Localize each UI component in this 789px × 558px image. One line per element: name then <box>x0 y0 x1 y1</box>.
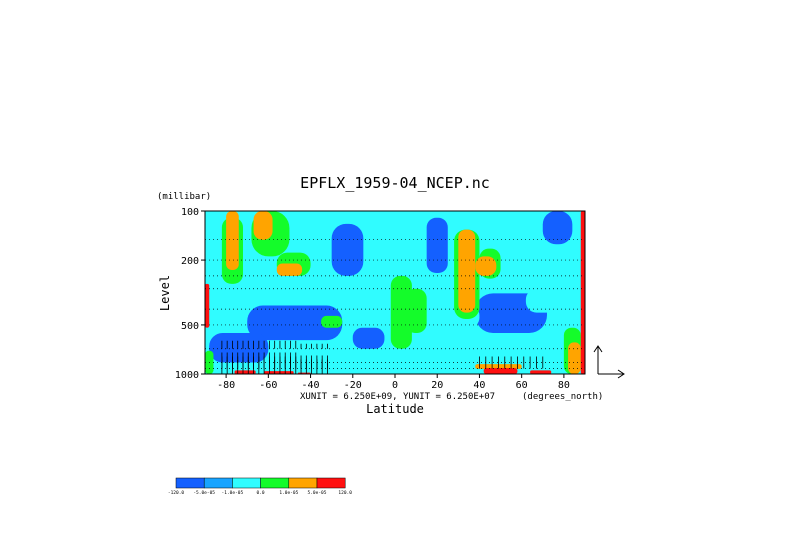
x-tick-label: 40 <box>473 380 485 391</box>
contour-region-4 <box>331 223 364 276</box>
contour-region-25 <box>475 256 497 276</box>
contour-region-32 <box>483 368 518 374</box>
contour-region-33 <box>530 370 552 374</box>
contour-region-24 <box>458 229 476 313</box>
x-tick-label: 80 <box>558 380 570 391</box>
colorbar-swatch <box>260 477 290 489</box>
contour-region-0 <box>247 305 343 341</box>
contour-region-5 <box>426 217 448 273</box>
plot-area <box>205 211 585 374</box>
contour-region-16 <box>405 288 427 333</box>
x-tick-label: -40 <box>302 380 320 391</box>
x-tick-label: 60 <box>516 380 528 391</box>
contour-region-30 <box>264 371 294 374</box>
contour-region-11 <box>525 288 564 313</box>
colorbar-swatch <box>316 477 346 489</box>
y-tick-label: 1000 <box>175 370 199 381</box>
contour-region-23 <box>276 263 303 276</box>
reference-vector <box>593 345 625 379</box>
y-units-label: (millibar) <box>157 192 211 202</box>
contour-region-34 <box>580 211 585 374</box>
x-units-label: (degrees_north) <box>522 392 603 402</box>
reference-arrow-right-head <box>617 369 625 379</box>
x-axis-label: Latitude <box>366 402 424 416</box>
colorbar-label: -120.0 <box>168 490 185 496</box>
x-tick-label: 20 <box>431 380 443 391</box>
colorbar-label: 1.0e-05 <box>279 490 298 496</box>
level-gridlines <box>205 211 585 374</box>
contour-region-26 <box>568 342 581 374</box>
reference-arrow-up-head <box>593 345 603 353</box>
colorbar-label: -5.0e-05 <box>193 490 215 496</box>
contour-region-29 <box>234 370 256 374</box>
y-tick-label: 100 <box>181 207 199 218</box>
x-axis-ticks: -80 -60 -40 -20 0 20 40 60 80 <box>217 374 570 391</box>
contour-region-17 <box>321 315 343 328</box>
y-axis-label: Level <box>158 275 172 311</box>
x-tick-label: -80 <box>217 380 235 391</box>
colorbar-label: 5.0e-05 <box>308 490 327 496</box>
colorbar-swatch <box>288 477 318 489</box>
y-tick-label: 500 <box>181 321 199 332</box>
x-tick-label: -20 <box>344 380 362 391</box>
contour-region-22 <box>253 211 273 240</box>
colorbar-label: 0.0 <box>257 490 265 496</box>
x-tick-label: 0 <box>392 380 398 391</box>
colorbar-swatch <box>232 477 261 489</box>
contour-region-1 <box>209 332 269 363</box>
contour-region-6 <box>542 211 573 245</box>
vector-units-label: XUNIT = 6.250E+09, YUNIT = 6.250E+07 <box>300 392 495 402</box>
chart-title: EPFLX_1959-04_NCEP.nc <box>300 174 490 192</box>
x-tick-label: -60 <box>259 380 277 391</box>
colorbar-label: 120.0 <box>338 490 352 496</box>
y-axis-ticks: 100 200 500 1000 <box>175 207 205 381</box>
colorbar-label: -1.0e-05 <box>222 490 244 496</box>
contour-region-35 <box>205 283 210 328</box>
colorbar-swatch <box>203 477 233 489</box>
colorbar-swatch <box>175 477 205 489</box>
flux-vectors <box>221 340 544 374</box>
contour-region-2 <box>352 327 385 349</box>
colorbar: -120.0 -5.0e-05 -1.0e-05 0.0 1.0e-05 5.0e-05 1… <box>168 477 352 496</box>
contour-region-9 <box>378 348 406 363</box>
y-tick-label: 200 <box>181 256 199 267</box>
contour-regions <box>205 211 585 374</box>
contour-region-21 <box>226 211 239 270</box>
